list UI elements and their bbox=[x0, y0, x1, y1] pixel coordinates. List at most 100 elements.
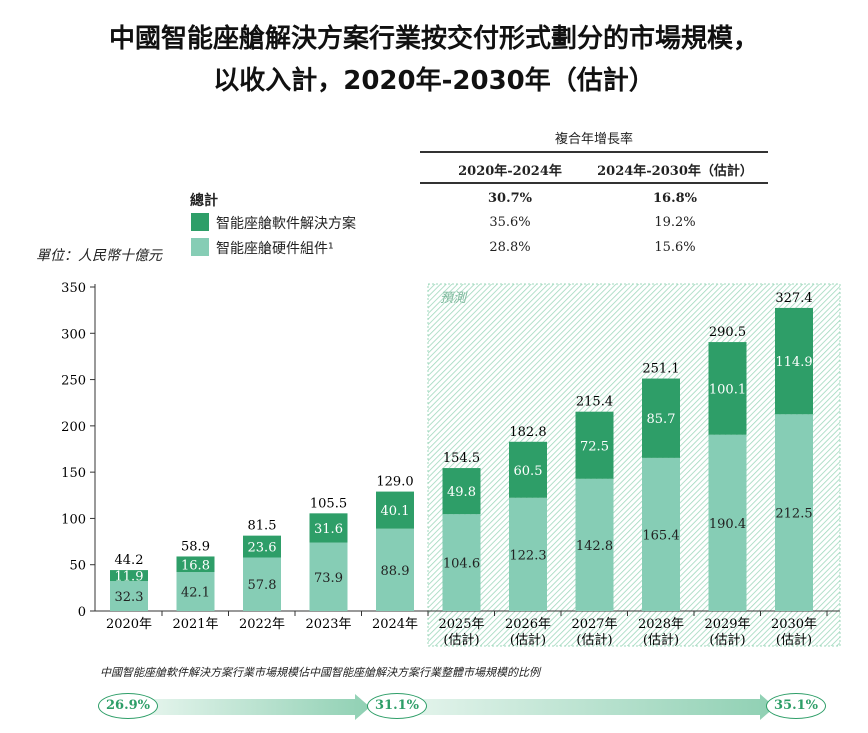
divider bbox=[420, 151, 768, 153]
bar-hardware bbox=[775, 414, 813, 611]
bar-software bbox=[775, 307, 813, 415]
data-label-software: 11.9 bbox=[115, 570, 144, 585]
share-2024: 31.1% bbox=[367, 693, 427, 719]
cagr-period-1: 2020年-2024年 bbox=[458, 164, 562, 179]
cagr-software-1: 35.6% bbox=[489, 215, 531, 230]
y-tick-label: 150 bbox=[61, 466, 86, 481]
data-label-software: 31.6 bbox=[314, 522, 343, 537]
bar-chart: 預測 0 50 100 150 200 250 300 350 32.3 11.9 44.2 2020… bbox=[61, 281, 841, 648]
bar-hardware bbox=[708, 434, 747, 611]
bar-software bbox=[708, 342, 747, 435]
bar-software bbox=[575, 411, 614, 479]
bar-hardware bbox=[575, 478, 614, 611]
data-label-hardware: 57.8 bbox=[248, 578, 277, 593]
data-label-software: 16.8 bbox=[181, 558, 210, 573]
bar-hardware bbox=[243, 557, 281, 611]
x-tick-label: 2023年 bbox=[305, 617, 351, 632]
data-label-hardware: 73.9 bbox=[314, 571, 343, 586]
legend-swatch-software bbox=[191, 213, 209, 231]
legend-hardware: 智能座艙硬件組件¹ bbox=[216, 241, 334, 257]
x-tick-label: 2022年 bbox=[239, 617, 285, 632]
data-label-software: 85.7 bbox=[647, 412, 676, 427]
x-tick-label: (估計) bbox=[510, 632, 546, 648]
bar-hardware bbox=[642, 457, 680, 611]
total-label: 251.1 bbox=[642, 362, 679, 377]
x-tick-label: 2029年 bbox=[704, 617, 750, 632]
x-tick-label: 2028年 bbox=[638, 617, 684, 632]
total-label: 215.4 bbox=[576, 395, 613, 410]
data-label-software: 60.5 bbox=[514, 464, 543, 479]
data-label-software: 40.1 bbox=[381, 504, 410, 519]
data-label-hardware: 32.3 bbox=[115, 590, 144, 605]
total-label: 182.8 bbox=[509, 425, 546, 440]
cagr-hardware-1: 28.8% bbox=[489, 240, 531, 255]
x-tick-label: (估計) bbox=[576, 632, 612, 648]
data-label-hardware: 122.3 bbox=[509, 548, 546, 563]
bar-software bbox=[176, 556, 215, 573]
total-label: 154.5 bbox=[443, 451, 480, 466]
total-label: 81.5 bbox=[248, 519, 277, 534]
x-tick-label: (估計) bbox=[709, 632, 745, 648]
chart-title-line1: 中國智能座艙解決方案行業按交付形式劃分的市場規模， bbox=[108, 24, 759, 54]
x-tick-label: (估計) bbox=[443, 632, 479, 648]
total-label: 290.5 bbox=[709, 325, 746, 340]
y-tick-label: 350 bbox=[61, 281, 86, 296]
total-label: 58.9 bbox=[181, 539, 210, 554]
y-tick-label: 200 bbox=[61, 420, 86, 435]
x-tick-label: 2024年 bbox=[372, 617, 418, 632]
bar-software bbox=[642, 378, 680, 458]
bar-hardware bbox=[176, 572, 215, 611]
total-label: 129.0 bbox=[376, 475, 413, 490]
data-label-hardware: 142.8 bbox=[576, 539, 613, 554]
y-tick-label: 50 bbox=[69, 559, 86, 574]
cagr-period-2: 2024年-2030年（估計） bbox=[597, 164, 753, 179]
bar-software bbox=[442, 468, 481, 515]
bar-software bbox=[309, 513, 348, 543]
data-label-hardware: 88.9 bbox=[381, 564, 410, 579]
bar-hardware bbox=[110, 581, 148, 611]
x-tick-label: 2026年 bbox=[505, 617, 551, 632]
y-tick-label: 0 bbox=[78, 605, 86, 620]
data-label-hardware: 165.4 bbox=[642, 528, 679, 543]
y-tick-label: 100 bbox=[61, 512, 86, 527]
data-label-software: 100.1 bbox=[709, 382, 746, 397]
x-tick-label: 2021年 bbox=[172, 617, 218, 632]
x-tick-label: 2020年 bbox=[106, 617, 152, 632]
divider bbox=[420, 182, 768, 184]
y-tick-label: 250 bbox=[61, 374, 86, 389]
bar-software bbox=[376, 491, 414, 529]
x-tick-label: (估計) bbox=[643, 632, 679, 648]
data-label-software: 114.9 bbox=[775, 355, 812, 370]
x-tick-label: 2030年 bbox=[771, 617, 817, 632]
total-label: 44.2 bbox=[115, 553, 144, 568]
y-tick-label: 300 bbox=[61, 327, 86, 342]
share-arrows bbox=[150, 694, 775, 720]
arrow-2 bbox=[410, 694, 775, 720]
cagr-header: 複合年增長率 bbox=[554, 132, 633, 147]
bar-software bbox=[243, 535, 281, 558]
forecast-region bbox=[427, 283, 841, 647]
share-2030: 35.1% bbox=[766, 693, 826, 719]
share-caption: 中國智能座艙軟件解決方案行業市場規模佔中國智能座艙解決方案行業整體市場規模的比例 bbox=[100, 666, 540, 679]
forecast-label: 預測 bbox=[440, 291, 468, 306]
bar-software bbox=[110, 570, 148, 582]
cagr-total-2: 16.8% bbox=[652, 191, 697, 206]
cagr-hardware-2: 15.6% bbox=[654, 240, 696, 255]
arrow-1 bbox=[150, 694, 370, 720]
bar-hardware bbox=[442, 514, 481, 611]
legend-swatch-hardware bbox=[191, 238, 209, 256]
bar-software bbox=[509, 441, 547, 498]
data-label-software: 23.6 bbox=[248, 541, 277, 556]
x-tick-label: 2027年 bbox=[571, 617, 617, 632]
total-label: 105.5 bbox=[310, 496, 347, 511]
legend-software: 智能座艙軟件解決方案 bbox=[216, 216, 356, 232]
data-label-software: 72.5 bbox=[580, 439, 609, 454]
bar-hardware bbox=[376, 528, 414, 611]
share-2020: 26.9% bbox=[98, 693, 158, 719]
cagr-software-2: 19.2% bbox=[654, 215, 696, 230]
data-label-hardware: 42.1 bbox=[181, 586, 210, 601]
total-label: 327.4 bbox=[775, 291, 812, 306]
data-label-hardware: 212.5 bbox=[775, 507, 812, 522]
x-tick-label: 2025年 bbox=[438, 617, 484, 632]
